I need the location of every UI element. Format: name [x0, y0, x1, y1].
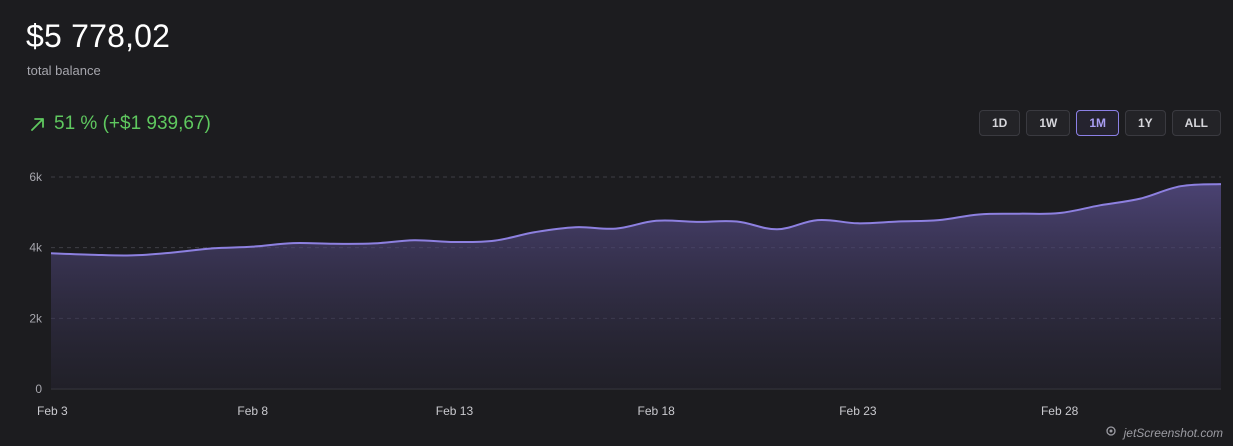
y-tick-label: 2k	[29, 311, 43, 325]
data-point	[49, 251, 53, 255]
data-point	[856, 221, 860, 225]
data-point	[1219, 182, 1223, 186]
camera-icon	[1103, 425, 1119, 440]
data-point	[735, 220, 739, 224]
y-tick-label: 4k	[29, 241, 43, 255]
data-point	[372, 241, 376, 245]
y-tick-label: 6k	[29, 170, 43, 184]
balance-area-chart: 0 2k 4k 6k Feb 3 Feb 8 Feb 13 Feb 18 Feb 23 Feb 2…	[29, 170, 1223, 418]
data-point	[89, 253, 93, 257]
y-tick-label: 0	[35, 382, 42, 396]
data-point	[1098, 203, 1102, 207]
balance-change: 51 % (+$1 939,67)	[30, 113, 211, 135]
data-point	[533, 230, 537, 234]
data-point	[977, 213, 981, 217]
data-point	[331, 242, 335, 246]
watermark-text: jetScreenshot.com	[1123, 425, 1223, 440]
total-balance-caption: total balance	[27, 63, 101, 78]
data-point	[1058, 211, 1062, 215]
data-point	[816, 218, 820, 222]
data-point	[654, 219, 658, 223]
total-balance-amount: $5 778,02	[26, 18, 171, 54]
data-point	[210, 246, 214, 250]
range-button-all[interactable]: ALL	[1171, 110, 1221, 136]
range-button-1y[interactable]: 1Y	[1124, 110, 1166, 136]
data-point	[130, 253, 134, 257]
time-range-selector: 1D 1W 1M 1Y ALL	[978, 110, 1221, 136]
data-point	[1138, 197, 1142, 201]
data-point	[574, 225, 578, 229]
x-tick-label: Feb 28	[1041, 404, 1079, 418]
data-point	[291, 241, 295, 245]
data-point	[493, 239, 497, 243]
arrow-up-right-icon	[30, 117, 45, 132]
data-point	[1017, 212, 1021, 216]
data-point	[896, 220, 900, 224]
series-area	[51, 184, 1221, 389]
data-point	[775, 227, 779, 231]
x-tick-label: Feb 8	[237, 404, 268, 418]
data-point	[170, 251, 174, 255]
data-point	[614, 227, 618, 231]
x-tick-label: Feb 23	[839, 404, 877, 418]
range-button-1w[interactable]: 1W	[1026, 110, 1071, 136]
data-point	[695, 220, 699, 224]
range-button-1m[interactable]: 1M	[1076, 110, 1119, 136]
range-button-1d[interactable]: 1D	[978, 110, 1021, 136]
x-tick-label: Feb 3	[37, 404, 68, 418]
data-point	[937, 218, 941, 222]
balance-change-text: 51 % (+$1 939,67)	[54, 113, 211, 134]
watermark: jetScreenshot.com	[1103, 425, 1223, 440]
data-point	[1179, 184, 1183, 188]
data-point	[412, 238, 416, 242]
data-point	[452, 240, 456, 244]
x-tick-label: Feb 18	[637, 404, 675, 418]
data-point	[251, 245, 255, 249]
x-tick-label: Feb 13	[436, 404, 474, 418]
series-line	[50, 183, 1222, 257]
